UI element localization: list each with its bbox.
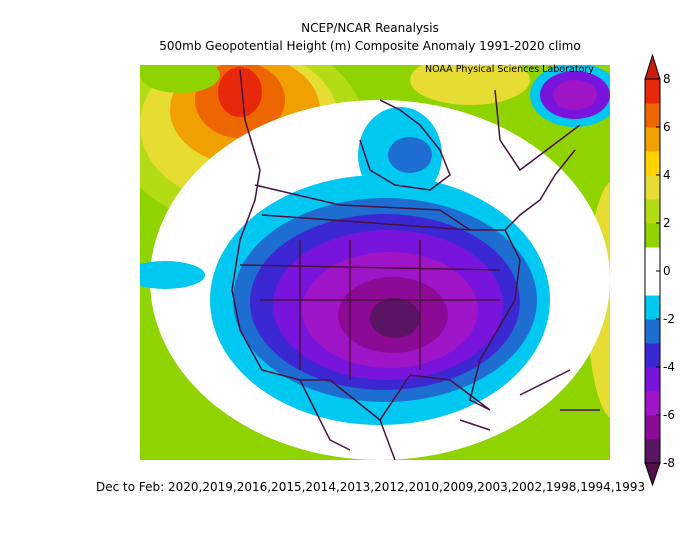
colorbar-tick-label: 4 <box>663 168 671 182</box>
colorbar-segment <box>645 367 660 392</box>
colorbar-tick-label: 6 <box>663 120 671 134</box>
colorbar-extend-high <box>644 53 661 80</box>
colorbar-segment <box>645 439 660 464</box>
colorbar-segment <box>645 271 660 296</box>
colorbar-segment <box>645 103 660 128</box>
colorbar-segment <box>645 79 660 104</box>
colorbar-tick-label: 0 <box>663 264 671 278</box>
colorbar-tick-label: -2 <box>663 312 675 326</box>
colorbar-tick-label: -4 <box>663 360 675 374</box>
colorbar-segment <box>645 127 660 152</box>
colorbar-segment <box>645 223 660 248</box>
colorbar-segment <box>645 199 660 224</box>
colorbar-segment <box>645 343 660 368</box>
colorbar-segment <box>645 151 660 176</box>
footer: Dec to Feb: 2020,2019,2016,2015,2014,201… <box>96 480 645 494</box>
colorbar: 8 6 4 2 0 -2 -4 -6 -8 <box>644 53 675 487</box>
map <box>140 65 610 460</box>
colorbar-segment <box>645 391 660 416</box>
title: NCEP/NCAR Reanalysis <box>301 21 439 35</box>
subtitle: 500mb Geopotential Height (m) Composite … <box>159 39 580 53</box>
colorbar-segment <box>645 175 660 200</box>
colorbar-segment <box>645 319 660 344</box>
colorbar-segment <box>645 295 660 320</box>
colorbar-tick-label: 8 <box>663 72 671 86</box>
colorbar-segment <box>645 415 660 440</box>
colorbar-segment <box>645 247 660 272</box>
credit: NOAA Physical Sciences Laboratory <box>425 64 594 75</box>
colorbar-tick-label: -6 <box>663 408 675 422</box>
colorbar-tick-label: -8 <box>663 456 675 470</box>
colorbar-tick-label: 2 <box>663 216 671 230</box>
colorbar-extend-low <box>644 462 661 487</box>
